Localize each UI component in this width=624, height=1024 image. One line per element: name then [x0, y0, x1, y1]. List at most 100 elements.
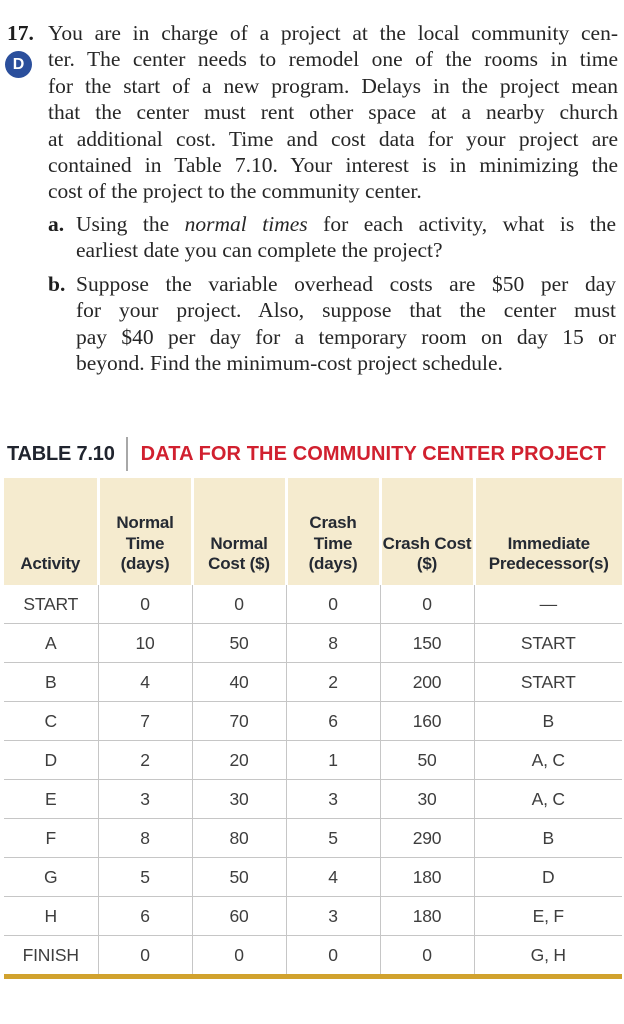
value-cell: 10 — [97, 623, 192, 663]
table-row: A 10 50 8 150 START — [4, 623, 622, 663]
table-title-divider — [125, 437, 128, 471]
column-header-normal-time: Normal Time (days) — [96, 478, 192, 585]
part-a: Using the normal times for each activity… — [76, 211, 616, 264]
value-cell: 70 — [191, 701, 286, 741]
activity-cell: B — [4, 662, 98, 702]
value-cell: 6 — [285, 701, 380, 741]
value-cell: 50 — [191, 857, 286, 897]
value-cell: 0 — [97, 935, 192, 979]
part-b-line: pay $40 per day for a temporary room on … — [76, 324, 616, 349]
statement-line: at additional cost. Time and cost data f… — [48, 126, 618, 151]
value-cell: 20 — [191, 740, 286, 780]
difficulty-d-badge: D — [5, 51, 32, 78]
value-cell: G, H — [473, 935, 622, 979]
table-row: F 8 80 5 290 B — [4, 818, 622, 858]
value-cell: 50 — [191, 623, 286, 663]
activity-cell: C — [4, 701, 98, 741]
value-cell: 60 — [191, 896, 286, 936]
statement-line: contained in Table 7.10. Your interest i… — [48, 153, 618, 178]
table-body: START 0 0 0 0— A 10 50 8 150 START B 4 40 2 200 START C 7 7… — [4, 585, 622, 979]
column-header-crash-cost: Crash Cost ($) — [378, 478, 474, 585]
table-caption: DATA FOR THE COMMUNITY CENTER PROJECT — [140, 442, 606, 465]
value-cell: 3 — [285, 896, 380, 936]
table-row: C 7 70 6 160 B — [4, 701, 622, 741]
value-cell: D — [473, 857, 622, 897]
value-cell: 2 — [97, 740, 192, 780]
activity-cell: D — [4, 740, 98, 780]
value-cell: — — [473, 585, 622, 624]
activity-cell: FINISH — [4, 935, 98, 979]
value-cell: B — [473, 818, 622, 858]
part-b: Suppose the variable overhead costs are … — [76, 271, 616, 377]
value-cell: 6 — [97, 896, 192, 936]
value-cell: 4 — [285, 857, 380, 897]
part-a-text: for each activity, what is the — [307, 212, 617, 236]
statement-line: ter. The center needs to remodel one of … — [48, 47, 618, 72]
part-a-marker: a. — [48, 212, 65, 236]
value-cell: 8 — [285, 623, 380, 663]
part-a-italic-text: normal times — [184, 212, 308, 236]
part-b-line: for your project. Also, suppose that the… — [76, 298, 616, 323]
table-header-row: Activity Normal Time (days) Normal Cost … — [4, 478, 622, 585]
part-a-line: Using the normal times for each activity… — [76, 211, 616, 237]
value-cell: START — [473, 623, 622, 663]
value-cell: 0 — [285, 935, 380, 979]
value-cell: 150 — [379, 623, 474, 663]
value-cell: 30 — [191, 779, 286, 819]
value-cell: 1 — [285, 740, 380, 780]
value-cell: 80 — [191, 818, 286, 858]
activity-cell: F — [4, 818, 98, 858]
value-cell: E, F — [473, 896, 622, 936]
value-cell: A, C — [473, 740, 622, 780]
value-cell: 160 — [379, 701, 474, 741]
table-row: H 6 60 3 180 E, F — [4, 896, 622, 936]
value-cell: 200 — [379, 662, 474, 702]
value-cell: 3 — [285, 779, 380, 819]
part-b-line: Suppose the variable overhead costs are … — [76, 272, 616, 296]
activity-cell: E — [4, 779, 98, 819]
value-cell: 3 — [97, 779, 192, 819]
table-7-10: TABLE 7.10 DATA FOR THE COMMUNITY CENTER… — [4, 436, 622, 979]
value-cell: 5 — [97, 857, 192, 897]
value-cell: 2 — [285, 662, 380, 702]
value-cell: 180 — [379, 857, 474, 897]
activity-cell: A — [4, 623, 98, 663]
value-cell: 8 — [97, 818, 192, 858]
value-cell: 0 — [191, 585, 286, 624]
statement-line: cost of the project to the community cen… — [48, 179, 422, 204]
value-cell: 5 — [285, 818, 380, 858]
value-cell: 0 — [285, 585, 380, 624]
value-cell: 0 — [379, 935, 474, 979]
part-a-line: earliest date you can complete the proje… — [76, 238, 443, 263]
part-b-marker: b. — [48, 272, 66, 296]
problem-number: 17. — [7, 21, 34, 45]
table-row: D 2 20 1 50 A, C — [4, 740, 622, 780]
value-cell: 180 — [379, 896, 474, 936]
table-row: START 0 0 0 0— — [4, 585, 622, 624]
part-a-text: Using the — [76, 212, 185, 236]
statement-line: that the center must rent other space at… — [48, 100, 618, 125]
column-header-immediate-predecessors: Immediate Predecessor(s) — [472, 478, 622, 585]
value-cell: 7 — [97, 701, 192, 741]
data-table: Activity Normal Time (days) Normal Cost … — [4, 478, 622, 979]
value-cell: 0 — [191, 935, 286, 979]
table-row: FINISH 0 0 0 0 G, H — [4, 935, 622, 979]
activity-cell: G — [4, 857, 98, 897]
column-header-activity: Activity — [4, 478, 98, 585]
table-row: E 3 30 3 30 A, C — [4, 779, 622, 819]
table-row: G 5 50 4 180 D — [4, 857, 622, 897]
value-cell: 0 — [379, 585, 474, 624]
part-b-line: beyond. Find the minimum-cost project sc… — [76, 351, 503, 376]
problem-statement: You are in charge of a project at the lo… — [48, 20, 618, 205]
activity-cell: START — [23, 593, 79, 614]
column-header-normal-cost: Normal Cost ($) — [190, 478, 286, 585]
value-cell: 40 — [191, 662, 286, 702]
table-label: TABLE 7.10 — [7, 442, 115, 465]
value-cell: 290 — [379, 818, 474, 858]
value-cell: START — [473, 662, 622, 702]
activity-cell: H — [4, 896, 98, 936]
value-cell: A, C — [473, 779, 622, 819]
table-title: TABLE 7.10 DATA FOR THE COMMUNITY CENTER… — [4, 436, 622, 472]
statement-line: for the start of a new program. Delays i… — [48, 73, 618, 98]
